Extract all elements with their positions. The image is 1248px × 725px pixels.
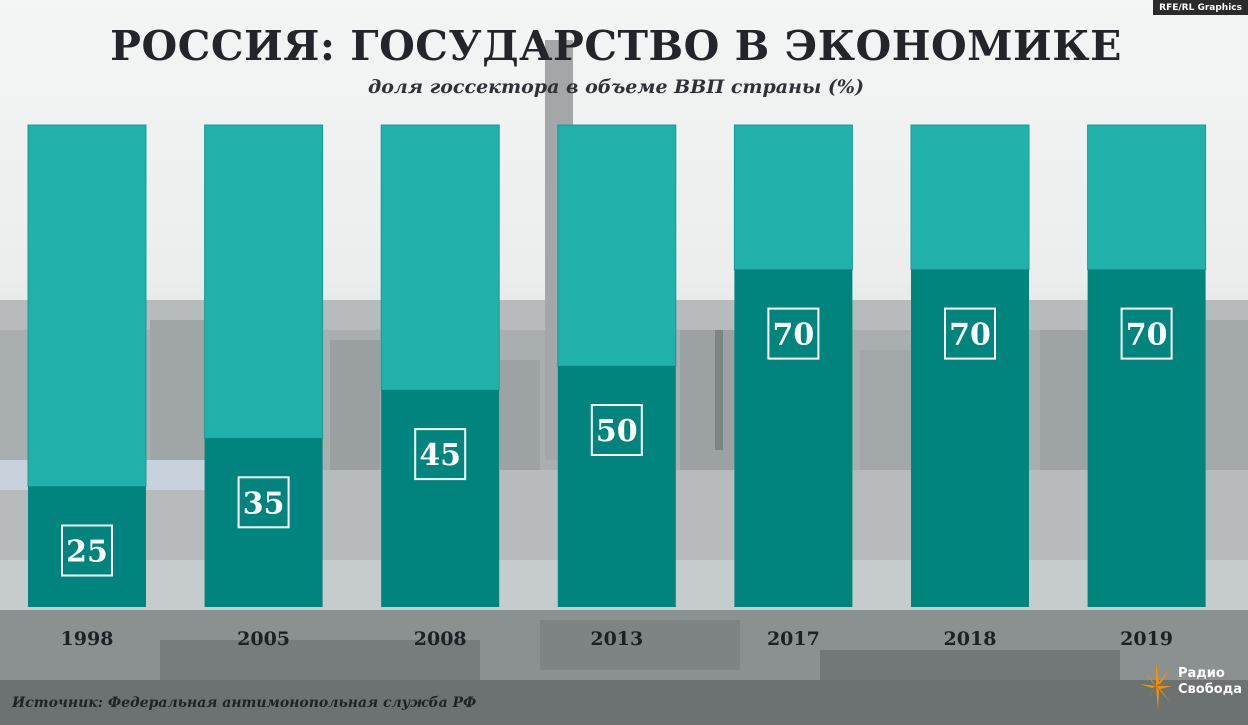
data-label-1998: 25 bbox=[66, 535, 108, 570]
logo-text: Радио Свобода bbox=[1178, 666, 1242, 698]
bar-remainder-1998 bbox=[27, 124, 147, 487]
x-tick-label-2017: 2017 bbox=[767, 628, 820, 650]
data-label-2008: 45 bbox=[419, 438, 461, 473]
source-note: Источник: Федеральная антимонопольная сл… bbox=[12, 695, 477, 711]
data-label-2019: 70 bbox=[1126, 318, 1168, 353]
radio-svoboda-logo: Радио Свобода bbox=[1138, 660, 1242, 714]
bar-2008 bbox=[381, 390, 500, 607]
data-label-2018: 70 bbox=[949, 318, 991, 353]
bar-remainder-2008 bbox=[380, 124, 500, 391]
data-label-box-2005 bbox=[237, 476, 290, 529]
bar-remainder-2013 bbox=[557, 124, 677, 367]
chart-subtitle: доля госсектора в объеме ВВП страны (%) bbox=[368, 76, 864, 98]
logo-line-1: Радио bbox=[1178, 666, 1225, 681]
bar-2013 bbox=[557, 366, 676, 607]
bar-remainder-2018 bbox=[910, 124, 1030, 271]
bar-remainder-2005 bbox=[204, 124, 324, 439]
data-label-box-2008 bbox=[414, 428, 467, 481]
x-tick-label-2018: 2018 bbox=[944, 628, 997, 650]
chart-title: РОССИЯ: ГОСУДАРСТВО В ЭКОНОМИКЕ bbox=[110, 22, 1122, 70]
x-tick-label-2013: 2013 bbox=[590, 628, 643, 650]
data-label-box-2017 bbox=[767, 307, 820, 360]
data-label-box-1998 bbox=[61, 524, 113, 577]
x-tick-label-2005: 2005 bbox=[237, 628, 290, 650]
x-tick-label-2019: 2019 bbox=[1120, 628, 1173, 650]
logo-line-2: Свобода bbox=[1178, 682, 1242, 697]
data-label-2013: 50 bbox=[596, 414, 638, 449]
data-label-box-2019 bbox=[1120, 307, 1173, 360]
credit-badge: RFE/RL Graphics bbox=[1153, 0, 1248, 15]
bar-remainder-2019 bbox=[1087, 124, 1207, 271]
bar-2017 bbox=[734, 269, 853, 607]
data-label-box-2018 bbox=[944, 307, 996, 360]
sun-flare-icon bbox=[1140, 662, 1172, 710]
bar-2019 bbox=[1087, 269, 1206, 607]
data-label-2017: 70 bbox=[773, 318, 815, 353]
data-label-2005: 35 bbox=[243, 486, 285, 521]
x-tick-label-2008: 2008 bbox=[414, 628, 467, 650]
bar-remainder-2017 bbox=[733, 124, 853, 271]
bar-2005 bbox=[204, 438, 323, 607]
bar-1998 bbox=[28, 486, 146, 607]
x-tick-label-1998: 1998 bbox=[61, 628, 114, 650]
data-label-box-2013 bbox=[590, 404, 643, 456]
bar-2018 bbox=[911, 269, 1029, 607]
